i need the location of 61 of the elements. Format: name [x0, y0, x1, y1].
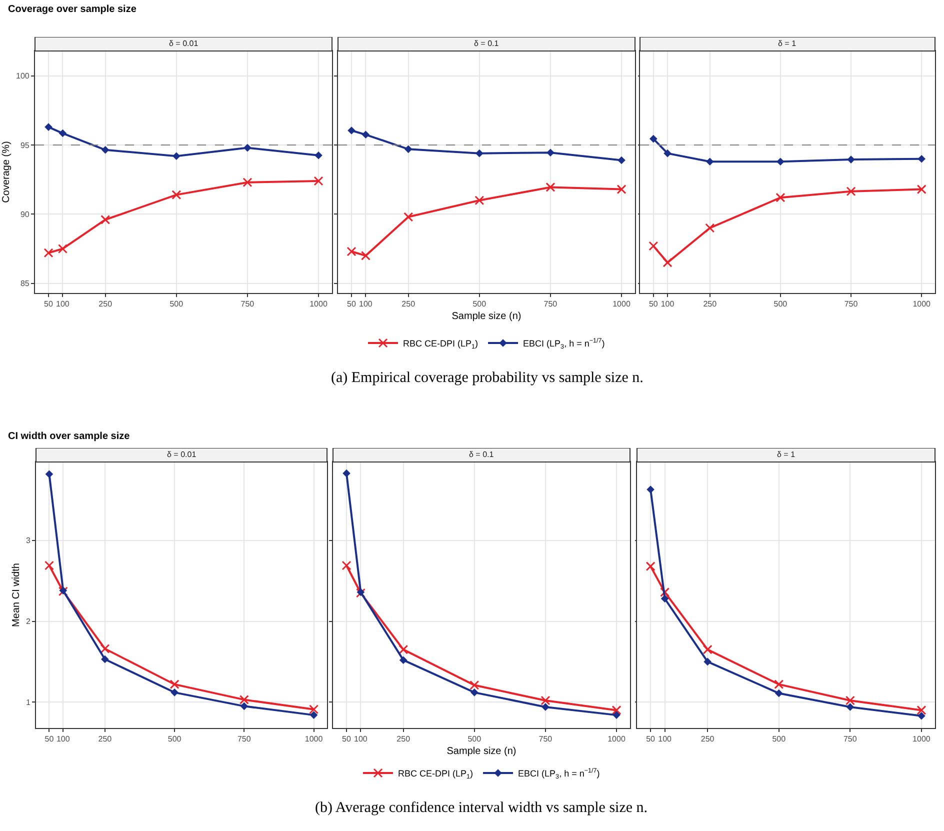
x-tick-label: 500 — [472, 300, 487, 309]
x-tick-label: 1000 — [310, 300, 328, 309]
x-axis-title: Sample size (n) — [452, 311, 522, 322]
x-tick-label: 50 — [342, 734, 352, 744]
chart-subtitle: δ = 0.01 — [167, 450, 197, 459]
x-tick-label: 50 — [646, 734, 656, 744]
legend-label: EBCI (LP$_{3}$, h = n$^{−1/7}$) — [523, 338, 605, 350]
x-tick-label: 100 — [56, 734, 70, 744]
y-tick-label: 100 — [16, 72, 30, 81]
y-tick-label: 3 — [26, 536, 31, 546]
chart-subtitle: δ = 0.1 — [469, 450, 494, 459]
legend-label: RBC CE-DPI (LP$_{1}$) — [398, 768, 474, 780]
x-tick-label: 50 — [44, 300, 54, 309]
x-tick-label: 1000 — [304, 734, 324, 744]
x-tick-label: 1000 — [912, 734, 931, 744]
chart-subtitle: δ = 1 — [778, 39, 797, 48]
x-tick-label: 1000 — [912, 300, 932, 309]
x-tick-label: 250 — [396, 734, 411, 744]
x-tick-label: 500 — [168, 734, 182, 744]
text: (b) Average confidence interval width vs sample size n. — [315, 800, 648, 816]
x-tick-label: 750 — [843, 734, 858, 744]
chart-subtitle: δ = 1 — [777, 450, 796, 459]
legend-label: EBCI (LP$_{3}$, h = n$^{−1/7}$) — [518, 768, 600, 780]
x-tick-label: 250 — [700, 734, 715, 744]
y-tick-label: 1 — [26, 698, 31, 707]
x-tick-label: 1000 — [612, 300, 631, 309]
x-tick-label: 250 — [703, 300, 718, 309]
y-axis-title: Coverage (%) — [1, 141, 12, 203]
chart-subtitle: δ = 0.1 — [474, 39, 500, 48]
x-tick-label: 100 — [56, 300, 70, 309]
x-tick-label: 750 — [538, 734, 553, 744]
text: (a) Empirical coverage probability vs sample size n. — [331, 370, 644, 386]
x-tick-label: 500 — [170, 300, 184, 309]
x-tick-label: 750 — [240, 300, 255, 309]
chart-title: CI width over sample size — [8, 431, 130, 442]
y-tick-label: 95 — [20, 140, 30, 150]
x-tick-label: 100 — [660, 300, 675, 309]
x-tick-label: 250 — [98, 300, 113, 309]
y-axis-title: Mean CI width — [10, 563, 22, 627]
x-tick-label: 50 — [44, 734, 54, 744]
x-axis-title: Sample size (n) — [446, 746, 516, 758]
x-tick-label: 750 — [544, 300, 558, 309]
x-tick-label: 750 — [237, 734, 252, 744]
x-tick-label: 250 — [402, 300, 416, 309]
x-tick-label: 50 — [648, 300, 658, 309]
x-tick-label: 500 — [772, 734, 786, 744]
chart-subtitle: δ = 0.01 — [169, 39, 199, 48]
x-tick-label: 500 — [774, 300, 788, 309]
chart-title: Coverage over sample size — [8, 4, 136, 15]
x-tick-label: 750 — [844, 300, 858, 309]
y-tick-label: 85 — [20, 279, 30, 288]
x-tick-label: 1000 — [608, 734, 626, 744]
x-tick-label: 100 — [354, 734, 368, 744]
x-tick-label: 100 — [658, 734, 672, 744]
x-tick-label: 50 — [347, 300, 356, 309]
x-tick-label: 500 — [468, 734, 482, 744]
y-tick-label: 2 — [26, 617, 31, 626]
legend-label: RBC CE-DPI (LP$_{1}$) — [403, 338, 478, 350]
y-tick-label: 90 — [20, 210, 30, 219]
x-tick-label: 100 — [359, 300, 373, 309]
x-tick-label: 250 — [98, 734, 112, 744]
